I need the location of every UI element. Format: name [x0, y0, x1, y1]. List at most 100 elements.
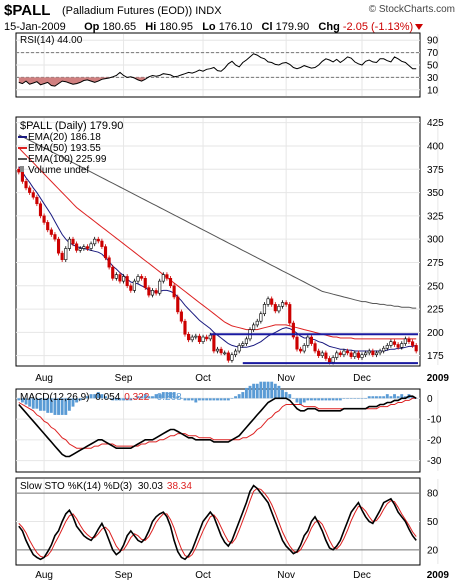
macd-hist-bar [411, 396, 415, 399]
macd-hist-bar [39, 398, 42, 411]
macd-hist-bar [252, 383, 256, 399]
macd-hist-bar [42, 398, 46, 411]
y-tick-label: 20 [427, 545, 439, 556]
macd-hist-bar [346, 398, 349, 399]
candle-body [400, 343, 404, 348]
candle-body [143, 278, 147, 288]
candle-body [67, 238, 71, 249]
candle-body [356, 352, 360, 358]
ema100-line [18, 134, 417, 309]
instrument-name: (Palladium Futures (EOD)) INDX [62, 5, 222, 17]
y-tick-label: 50 [427, 61, 439, 72]
macd-label-prefix: MACD(12,26,9) [20, 392, 89, 403]
macd-hist-bar [104, 396, 107, 399]
candle-body [280, 302, 285, 307]
y-tick-label: 175 [427, 351, 444, 362]
candle-body [331, 357, 335, 363]
candle-body [364, 352, 368, 356]
macd-hist-bar [176, 396, 180, 399]
macd-hist-bar [194, 398, 198, 403]
macd-hist-bar [324, 398, 328, 401]
candle-body [168, 278, 173, 287]
macd-hist-bar [197, 398, 201, 401]
open-label: Op [84, 21, 100, 33]
candle-body [233, 350, 238, 356]
macd-value: 0.054 [95, 392, 120, 403]
candle-body [161, 274, 165, 282]
candle-body [244, 338, 248, 344]
y-tick-label: 300 [427, 235, 444, 246]
symbol: $PALL [4, 2, 51, 19]
macd-hist-bar [263, 381, 266, 399]
y-tick-label: 30 [427, 73, 439, 84]
macd-hist-bar [143, 394, 147, 399]
y-tick-label: 70 [427, 48, 439, 59]
macd-hist-bar [288, 394, 292, 399]
macd-hist-bar [183, 398, 187, 401]
x-tick-label: Dec [353, 373, 371, 384]
candle-body [114, 274, 118, 279]
macd-hist-bar [237, 394, 241, 399]
candle-body [389, 341, 393, 346]
macd-hist-bar [122, 398, 126, 401]
macd-hist-bar [295, 398, 299, 403]
candle-body [176, 296, 180, 313]
macd-hist-bar [356, 398, 360, 399]
macd-hist-bar [317, 398, 321, 401]
macd-hist-bar [205, 398, 209, 401]
macd-hist-bar [371, 396, 375, 399]
macd-hist-bar [179, 398, 183, 399]
macd-hist-bar [57, 398, 60, 415]
macd-hist-bar [241, 392, 245, 399]
quote-line: 15-Jan-2009 Op 180.65 Hi 180.95 Lo 176.1… [4, 21, 459, 33]
macd-hist-bar [306, 398, 310, 401]
y-tick-label: 80 [427, 489, 439, 500]
candle-body [154, 290, 158, 294]
low-label: Lo [202, 21, 216, 33]
candle-body [219, 348, 223, 354]
y-tick-label: 0 [427, 394, 433, 405]
candle-body [277, 305, 281, 312]
macd-hist-bar [82, 398, 86, 399]
macd-signal-value: 0.322 [124, 392, 149, 403]
macd-hist-bar [24, 398, 28, 405]
price-panel: $PALL (Daily) 179.90 EMA(20) 186.18EMA(5… [15, 116, 449, 384]
macd-hist-bar [270, 381, 274, 399]
macd-hist-bar [86, 396, 89, 399]
x-tick-label: Aug [35, 373, 53, 384]
macd-hist-bar [299, 398, 303, 405]
candle-body [252, 324, 256, 330]
macd-hist-bar [67, 398, 71, 411]
y-tick-label: -20 [427, 435, 442, 446]
y-tick-label: 275 [427, 258, 444, 269]
sto-label: Slow STO %K(14) %D(3) 30.03 38.34 [20, 481, 192, 492]
close-label: Cl [261, 21, 273, 33]
candle-body [302, 345, 306, 352]
macd-hist-bar [125, 398, 129, 401]
x-tick-label: Dec [353, 570, 371, 581]
candle-body [20, 171, 24, 182]
macd-hist-bar [111, 398, 115, 401]
y-tick-label: 425 [427, 118, 444, 129]
candle-body [42, 215, 46, 223]
candle-body [335, 352, 339, 358]
candle-body [194, 335, 198, 338]
legend-swatch [20, 166, 24, 172]
candle-body [49, 229, 53, 235]
candle-body [197, 335, 202, 342]
candle-body [291, 322, 295, 338]
macd-hist-bar [154, 394, 158, 399]
macd-hist-bar [201, 398, 205, 401]
candle-body [382, 347, 386, 352]
macd-hist-bar [140, 396, 144, 399]
macd-hist-bar [248, 385, 252, 399]
candle-body [205, 336, 209, 340]
macd-hist-bar [75, 398, 79, 403]
candle-body [295, 336, 299, 350]
sto-d-line [18, 487, 417, 558]
candle-body [100, 240, 104, 247]
macd-hist-bar [89, 394, 93, 399]
macd-hist-bar [266, 381, 270, 399]
